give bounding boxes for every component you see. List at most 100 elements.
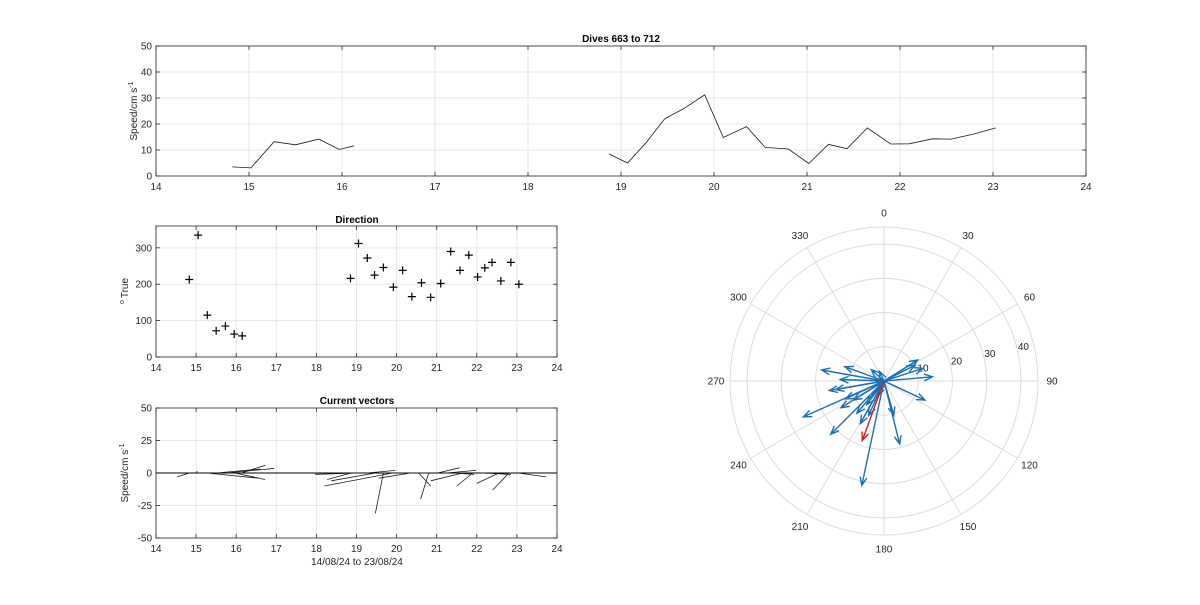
direction-xtick-label: 14 (150, 363, 162, 374)
vectors-xtick-label: 24 (551, 544, 563, 555)
speed-chart-ylabel-sup: -1 (128, 81, 135, 87)
polar-arrow (883, 380, 896, 417)
speed-chart-ylabel: Speed/cm s-1 (128, 81, 140, 140)
current-vector-stick (177, 472, 190, 478)
current-vector-stick (374, 472, 384, 514)
vectors-ytick-label: 50 (141, 404, 153, 415)
speed-ytick-label: 40 (141, 68, 153, 79)
direction-panel: Direction oTrue 14 15 16 17 18 19 20 21 22 23 24 0 1… (119, 215, 563, 374)
speed-xtick-label: 22 (894, 182, 906, 193)
polar-arrow (883, 373, 935, 382)
current-vector-stick (378, 472, 411, 479)
polar-arrow (829, 380, 885, 436)
current-vector-stick (456, 472, 474, 487)
vectors-xtick-label: 19 (351, 544, 363, 555)
direction-chart-ylabel-text: True (120, 278, 131, 299)
polar-angle-label: 270 (708, 377, 725, 388)
speed-chart-title: Dives 663 to 712 (582, 34, 660, 45)
speed-chart-ylabel-text: Speed/cm s (129, 88, 140, 141)
speed-xtick-label: 16 (336, 182, 348, 193)
direction-point-marker (436, 279, 445, 288)
direction-point-marker (238, 331, 247, 340)
vectors-ytick-label: -25 (138, 501, 153, 512)
polar-angle-label: 0 (881, 209, 887, 220)
direction-point-marker (221, 322, 230, 331)
direction-chart-ylabel-sup: o (119, 300, 126, 304)
polar-arrow (843, 380, 885, 400)
current-vector-stick (324, 472, 393, 487)
direction-xtick-label: 15 (191, 363, 203, 374)
current-vector-stick (476, 472, 500, 484)
current-vector-stick (216, 468, 261, 474)
direction-point-marker (230, 330, 239, 339)
direction-point-marker (407, 292, 416, 301)
vectors-xtick-label: 23 (511, 544, 523, 555)
polar-arrow (859, 380, 885, 488)
direction-point-marker (446, 247, 455, 256)
polar-spoke (883, 380, 962, 515)
polar-angle-label: 90 (1046, 377, 1058, 388)
current-vector-stick (241, 464, 266, 474)
current-vector-stick (437, 467, 460, 474)
polar-arrow (827, 380, 885, 394)
direction-xtick-label: 18 (311, 363, 323, 374)
current-vector-stick (492, 472, 510, 491)
speed-xtick-label: 15 (243, 182, 255, 193)
direction-point-marker (354, 239, 363, 248)
direction-xtick-label: 19 (351, 363, 363, 374)
speed-series-line (608, 94, 996, 165)
current-vectors-panel: Current vectors Speed/cm s-1 14/08/24 to… (119, 396, 563, 568)
vectors-ytick-label: -50 (138, 534, 153, 545)
direction-point-marker (194, 231, 203, 240)
direction-point-marker (488, 258, 497, 267)
speed-ytick-label: 20 (141, 120, 153, 131)
polar-spoke (750, 303, 885, 382)
polar-angle-label: 150 (960, 522, 977, 533)
direction-point-marker (514, 280, 523, 289)
polar-angle-label: 120 (1021, 461, 1038, 472)
polar-ring-label: 30 (984, 349, 996, 360)
direction-point-marker (426, 293, 435, 302)
vectors-chart-xlabel: 14/08/24 to 23/08/24 (311, 557, 403, 568)
polar-angle-label: 210 (792, 522, 809, 533)
current-vector-stick (226, 468, 275, 474)
polar-arrow (838, 375, 885, 384)
speed-xtick-label: 19 (615, 182, 627, 193)
vectors-xtick-label: 16 (231, 544, 243, 555)
speed-ytick-label: 30 (141, 94, 153, 105)
direction-point-marker (506, 258, 515, 267)
direction-point-marker (370, 271, 379, 280)
polar-arrow (843, 365, 885, 382)
direction-xtick-label: 16 (231, 363, 243, 374)
direction-point-marker (389, 283, 398, 292)
direction-xtick-label: 23 (511, 363, 523, 374)
current-vector-stick (453, 472, 475, 475)
current-vector-stick (315, 472, 360, 475)
speed-xtick-label: 18 (522, 182, 534, 193)
speed-ytick-label: 10 (141, 146, 153, 157)
direction-ytick-label: 100 (135, 316, 152, 327)
polar-spoke (883, 380, 1018, 459)
current-vector-stick (234, 472, 266, 480)
polar-angle-label: 60 (1024, 293, 1036, 304)
current-vector-stick (206, 472, 260, 479)
polar-arrow (855, 380, 885, 415)
vectors-xtick-label: 21 (431, 544, 443, 555)
vectors-chart-ylabel: Speed/cm s-1 (119, 443, 131, 502)
direction-xtick-label: 22 (471, 363, 483, 374)
speed-xtick-label: 24 (1080, 182, 1092, 193)
vectors-xtick-label: 15 (191, 544, 203, 555)
polar-arrow (883, 359, 920, 382)
polar-arrow (869, 368, 885, 382)
current-vector-stick (490, 472, 509, 475)
direction-point-marker (185, 275, 194, 284)
direction-ytick-label: 300 (135, 243, 152, 254)
current-vector-stick (518, 472, 547, 478)
direction-point-marker (464, 251, 473, 260)
polar-spoke (750, 380, 885, 459)
polar-ring-label: 20 (951, 356, 963, 367)
polar-angle-label: 330 (792, 231, 809, 242)
vectors-xtick-label: 22 (471, 544, 483, 555)
